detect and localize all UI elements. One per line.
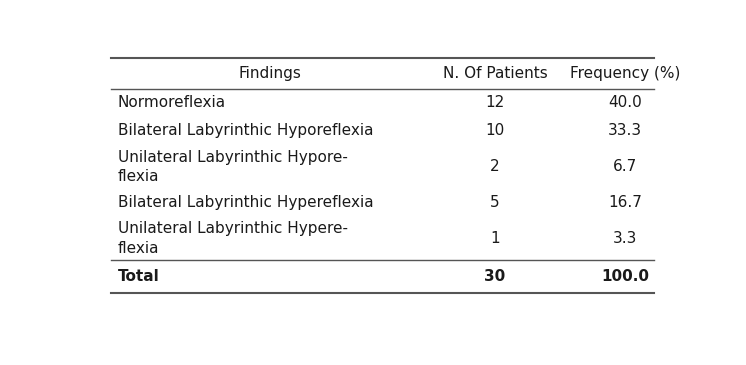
Text: Bilateral Labyrinthic Hyporeflexia: Bilateral Labyrinthic Hyporeflexia [118, 123, 373, 138]
Text: 33.3: 33.3 [608, 123, 642, 138]
Text: 16.7: 16.7 [608, 195, 642, 210]
Text: 40.0: 40.0 [608, 95, 642, 110]
Text: 2: 2 [490, 159, 500, 174]
Text: Findings: Findings [238, 66, 301, 81]
Text: Total: Total [118, 269, 160, 284]
Text: Frequency (%): Frequency (%) [570, 66, 680, 81]
Text: Normoreflexia: Normoreflexia [118, 95, 225, 110]
Text: 1: 1 [490, 231, 500, 246]
Text: 3.3: 3.3 [613, 231, 637, 246]
Text: 10: 10 [486, 123, 505, 138]
Text: 100.0: 100.0 [601, 269, 649, 284]
Text: Unilateral Labyrinthic Hypere-
flexia: Unilateral Labyrinthic Hypere- flexia [118, 221, 348, 256]
Text: 12: 12 [486, 95, 505, 110]
Text: Unilateral Labyrinthic Hypore-
flexia: Unilateral Labyrinthic Hypore- flexia [118, 150, 348, 184]
Text: 30: 30 [484, 269, 506, 284]
Text: 6.7: 6.7 [613, 159, 637, 174]
Text: N. Of Patients: N. Of Patients [442, 66, 548, 81]
Text: 5: 5 [490, 195, 500, 210]
Text: Bilateral Labyrinthic Hypereflexia: Bilateral Labyrinthic Hypereflexia [118, 195, 373, 210]
